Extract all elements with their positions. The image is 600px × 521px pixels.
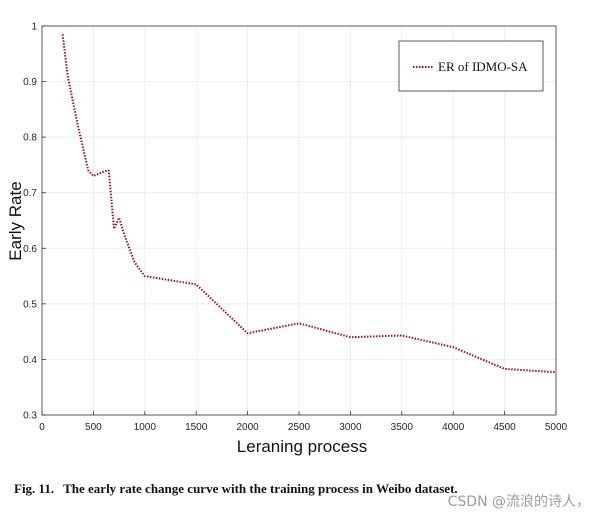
x-tick-label: 4000 <box>442 422 465 433</box>
x-axis-title: Leraning process <box>237 437 367 456</box>
watermark: CSDN @流浪的诗人， <box>447 494 590 510</box>
y-tick-label: 1 <box>31 22 37 33</box>
x-tick-label: 2500 <box>288 422 311 433</box>
x-tick-label: 1000 <box>134 422 157 433</box>
y-tick-label: 0.8 <box>23 133 37 144</box>
x-tick-label: 4500 <box>493 422 516 433</box>
y-tick-label: 0.5 <box>23 299 37 310</box>
x-tick-label: 500 <box>85 422 102 433</box>
y-axis-title: Early Rate <box>6 181 25 260</box>
series-line-0 <box>61 34 557 374</box>
chart: 0 500 1000 1500 2000 2500 3000 3500 4000 4500 5000… <box>6 22 568 457</box>
x-tick-label: 3000 <box>339 422 362 433</box>
y-tick-label: 0.4 <box>23 355 37 366</box>
caption-text: The early rate change curve with the tra… <box>63 481 458 496</box>
legend-label: ER of IDMO-SA <box>438 59 528 74</box>
x-tick-label: 0 <box>39 422 45 433</box>
y-tick-label: 0.7 <box>23 188 37 199</box>
x-tick-label: 1500 <box>185 422 208 433</box>
series-line-layer <box>61 34 557 374</box>
x-tick-label: 2000 <box>236 422 259 433</box>
plot-frame <box>41 25 557 416</box>
y-tick-label: 0.9 <box>23 77 37 88</box>
caption-figure-label: Fig. 11. <box>14 481 55 496</box>
x-tick-label: 3500 <box>391 422 414 433</box>
y-tick-label: 0.6 <box>23 244 37 255</box>
x-tick-label: 5000 <box>545 422 568 433</box>
legend: ER of IDMO-SA <box>398 40 544 92</box>
figure-caption: Fig. 11. The early rate change curve wit… <box>14 481 594 497</box>
y-tick-label: 0.3 <box>23 411 37 422</box>
